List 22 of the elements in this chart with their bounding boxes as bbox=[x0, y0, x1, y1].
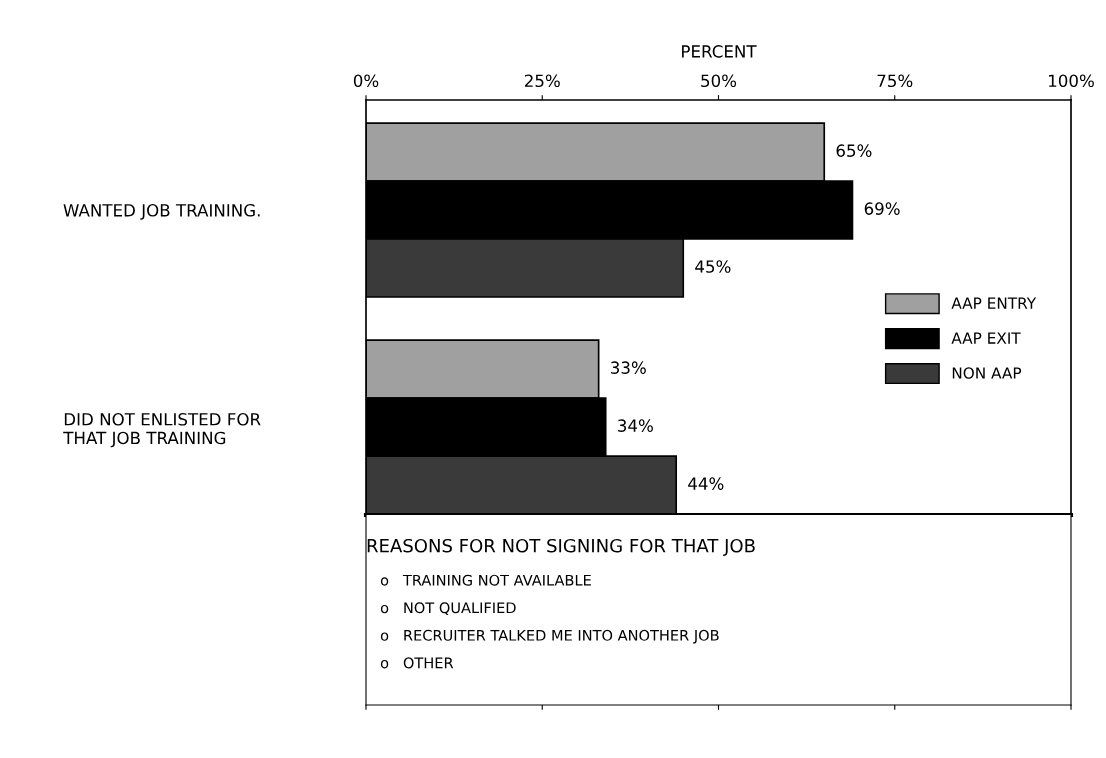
x-tick-label: 25% bbox=[524, 74, 560, 88]
data-label: 69% bbox=[864, 202, 900, 215]
data-label: 45% bbox=[695, 260, 731, 273]
y-tick-label: DID NOT ENLISTED FOR THAT JOB TRAINING bbox=[63, 412, 261, 448]
x-axis-title: PERCENT bbox=[682, 45, 757, 58]
data-label: 44% bbox=[688, 477, 724, 490]
text: o TRAINING NOT AVAILABLE bbox=[380, 574, 591, 586]
y-tick-label: WANTED JOB TRAINING. bbox=[63, 204, 260, 220]
x-tick-label: 100% bbox=[1049, 74, 1094, 88]
text: o RECRUITER TALKED ME INTO ANOTHER JOB bbox=[380, 629, 719, 644]
legend-label: NON AAP bbox=[952, 367, 1022, 379]
x-tick-label: 75% bbox=[877, 74, 913, 88]
text: o NOT QUALIFIED bbox=[380, 602, 516, 615]
legend-label: AAP EXIT bbox=[951, 332, 1021, 344]
data-label: 34% bbox=[618, 419, 653, 432]
legend-label: AAP ENTRY bbox=[951, 297, 1037, 309]
data-label: 65% bbox=[836, 144, 872, 157]
data-label: 33% bbox=[611, 361, 646, 374]
x-tick-label: 50% bbox=[701, 74, 737, 88]
text: o OTHER bbox=[380, 657, 454, 669]
text: REASONS FOR NOT SIGNING FOR THAT JOB bbox=[367, 538, 755, 556]
x-tick-label: 0% bbox=[353, 74, 379, 88]
